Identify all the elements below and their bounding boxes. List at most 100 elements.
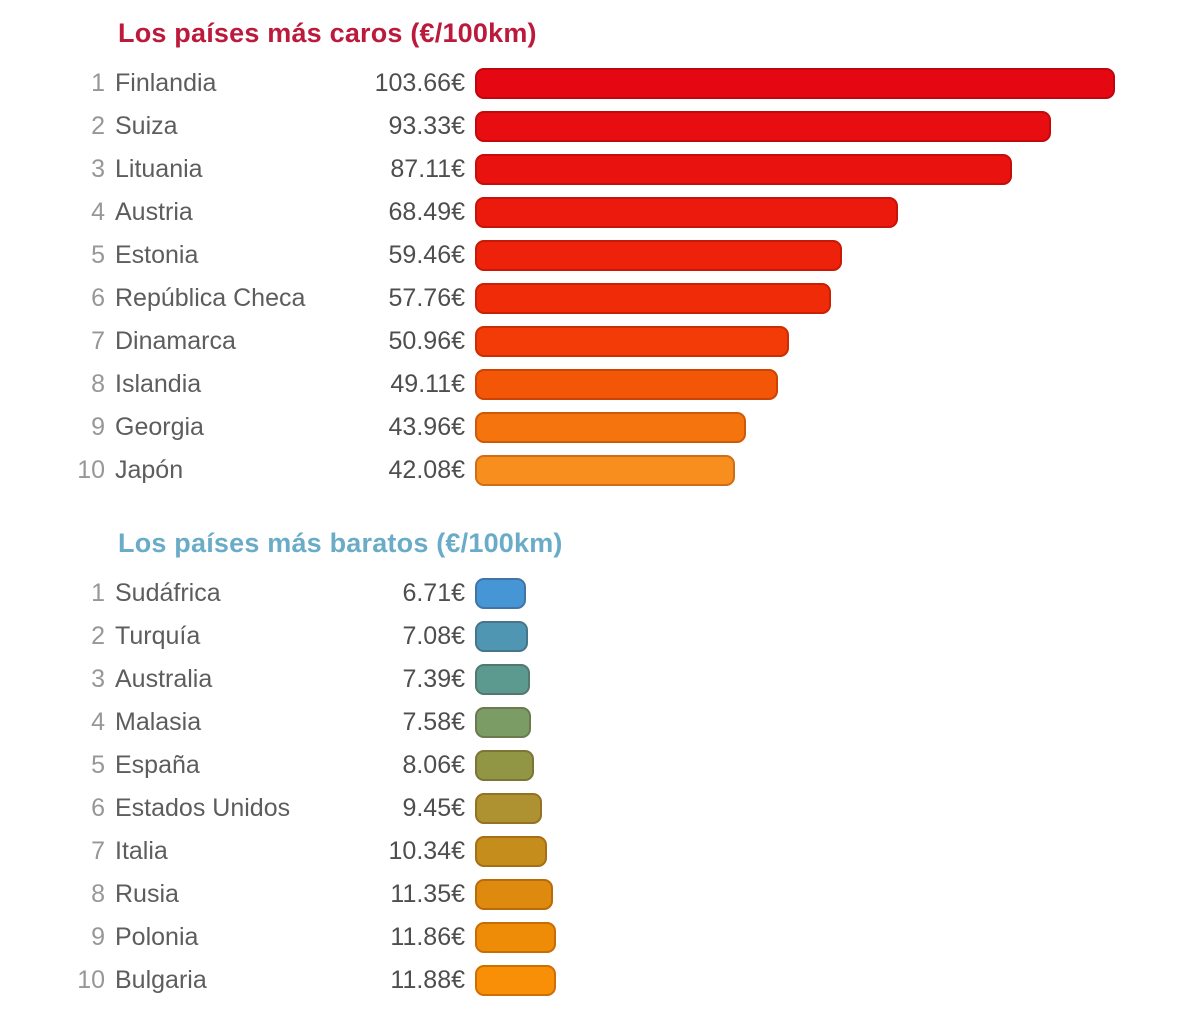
country-label: Dinamarca [115, 327, 236, 355]
bar-cell [475, 793, 1200, 824]
bar [475, 369, 778, 400]
value-label: 11.35€ [390, 880, 465, 908]
chart-row: 8 Islandia 49.11€ [0, 363, 1200, 406]
bar-cell [475, 664, 1200, 695]
chart-row: 10 Japón 42.08€ [0, 449, 1200, 492]
country-label: Sudáfrica [115, 579, 221, 607]
bar-cell [475, 836, 1200, 867]
rank-label: 7 [91, 327, 105, 355]
rank-label: 8 [91, 880, 105, 908]
bar [475, 197, 898, 228]
bar [475, 412, 746, 443]
rank-label: 1 [91, 69, 105, 97]
country-label: Georgia [115, 413, 204, 441]
chart-row: 5 España 8.06€ [0, 744, 1200, 787]
bar [475, 283, 831, 314]
bar-cell [475, 412, 1200, 443]
bar-cell [475, 240, 1200, 271]
rank-label: 6 [91, 284, 105, 312]
chart-row: 7 Dinamarca 50.96€ [0, 320, 1200, 363]
value-label: 49.11€ [390, 370, 465, 398]
chart-row: 5 Estonia 59.46€ [0, 234, 1200, 277]
value-label: 68.49€ [388, 198, 465, 226]
rank-label: 4 [91, 708, 105, 736]
bar-rows-cheap: 1 Sudáfrica 6.71€ 2 Turquía 7.08€ 3 Aust… [0, 572, 1200, 1002]
chart-row: 6 Estados Unidos 9.45€ [0, 787, 1200, 830]
bar [475, 111, 1051, 142]
country-label: Japón [115, 456, 184, 484]
bar [475, 240, 842, 271]
value-label: 50.96€ [388, 327, 465, 355]
value-label: 9.45€ [402, 794, 465, 822]
chart-title-cheapest: Los países más baratos (€/100km) [118, 528, 563, 558]
chart-row: 3 Australia 7.39€ [0, 658, 1200, 701]
country-label: República Checa [115, 284, 306, 312]
chart-row: 10 Bulgaria 11.88€ [0, 959, 1200, 1002]
value-label: 11.88€ [390, 966, 465, 994]
country-label: Polonia [115, 923, 199, 951]
bar [475, 578, 526, 609]
country-label: Islandia [115, 370, 202, 398]
value-label: 7.58€ [402, 708, 465, 736]
bar-cell [475, 326, 1200, 357]
bar-cell [475, 369, 1200, 400]
bar [475, 922, 556, 953]
country-label: Estados Unidos [115, 794, 291, 822]
value-label: 57.76€ [388, 284, 465, 312]
chart-cheapest: Los países más baratos (€/100km) 1 Sudáf… [0, 528, 1200, 1002]
bar-cell [475, 68, 1200, 99]
bar-cell [475, 154, 1200, 185]
country-label: Estonia [115, 241, 199, 269]
chart-title-most-expensive: Los países más caros (€/100km) [118, 18, 537, 48]
chart-row: 6 República Checa 57.76€ [0, 277, 1200, 320]
value-label: 10.34€ [388, 837, 465, 865]
rank-label: 10 [77, 966, 105, 994]
bar-cell [475, 621, 1200, 652]
value-label: 8.06€ [402, 751, 465, 779]
country-label: Lituania [115, 155, 203, 183]
rank-label: 4 [91, 198, 105, 226]
value-label: 59.46€ [388, 241, 465, 269]
bar-cell [475, 922, 1200, 953]
bar [475, 326, 789, 357]
bar [475, 154, 1012, 185]
bar [475, 455, 735, 486]
chart-row: 3 Lituania 87.11€ [0, 148, 1200, 191]
bar-cell [475, 707, 1200, 738]
rank-label: 5 [91, 751, 105, 779]
chart-row: 1 Finlandia 103.66€ [0, 62, 1200, 105]
country-label: Rusia [115, 880, 179, 908]
value-label: 42.08€ [388, 456, 465, 484]
value-label: 103.66€ [374, 69, 465, 97]
chart-most-expensive: Los países más caros (€/100km) 1 Finland… [0, 0, 1200, 492]
rank-label: 6 [91, 794, 105, 822]
bar [475, 664, 530, 695]
chart-row: 4 Austria 68.49€ [0, 191, 1200, 234]
bar [475, 707, 531, 738]
bar-rows-expensive: 1 Finlandia 103.66€ 2 Suiza 93.33€ 3 Lit… [0, 62, 1200, 492]
rank-label: 5 [91, 241, 105, 269]
rank-label: 3 [91, 155, 105, 183]
value-label: 43.96€ [388, 413, 465, 441]
country-label: España [115, 751, 200, 779]
rank-label: 2 [91, 622, 105, 650]
chart-row: 1 Sudáfrica 6.71€ [0, 572, 1200, 615]
bar-cell [475, 879, 1200, 910]
value-label: 87.11€ [390, 155, 465, 183]
country-label: Finlandia [115, 69, 217, 97]
country-label: Bulgaria [115, 966, 207, 994]
country-label: Suiza [115, 112, 178, 140]
chart-row: 2 Suiza 93.33€ [0, 105, 1200, 148]
rank-label: 3 [91, 665, 105, 693]
country-label: Australia [115, 665, 213, 693]
country-label: Austria [115, 198, 193, 226]
value-label: 6.71€ [402, 579, 465, 607]
chart-row: 9 Georgia 43.96€ [0, 406, 1200, 449]
chart-row: 2 Turquía 7.08€ [0, 615, 1200, 658]
country-label: Italia [115, 837, 168, 865]
bar-cell [475, 283, 1200, 314]
bar [475, 879, 553, 910]
value-label: 93.33€ [388, 112, 465, 140]
value-label: 11.86€ [390, 923, 465, 951]
